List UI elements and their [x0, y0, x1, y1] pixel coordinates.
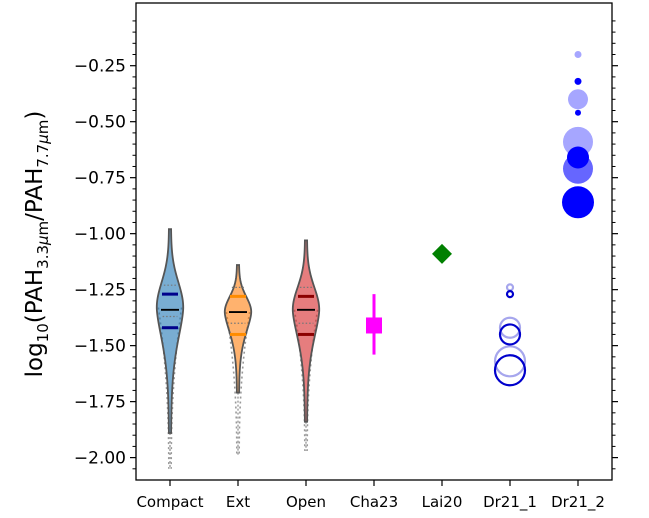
- ghost-tail-right: [170, 307, 183, 469]
- plot-frame: [135, 2, 613, 481]
- y-tick-label: −1.50: [74, 337, 126, 357]
- dr21-1-circle: [498, 323, 522, 346]
- x-tick-label: Lai20: [422, 493, 463, 511]
- dr21-2-circle: [574, 51, 582, 59]
- cha23-marker: [366, 317, 382, 334]
- dr21-2-circle: [575, 109, 581, 116]
- y-tick-label: −2.00: [74, 449, 126, 469]
- dr21-1-circle: [505, 290, 515, 299]
- dr21-1-circle: [493, 354, 527, 387]
- y-tick-label: −0.75: [74, 169, 126, 189]
- lai20-marker: [432, 243, 452, 264]
- y-tick-label: −1.00: [74, 225, 126, 245]
- dr21-2-circle: [563, 126, 593, 157]
- dr21-2-circle: [562, 186, 594, 219]
- violin-body: [223, 264, 253, 394]
- dr21-2-circle: [568, 89, 588, 110]
- dr21-2-circle: [574, 77, 582, 85]
- ghost-tail-left: [157, 307, 170, 469]
- x-axis: Compact Ext Open Cha23 Lai20 Dr21_1 Dr21_2: [136, 480, 605, 512]
- x-tick-label: Open: [286, 493, 326, 511]
- y-tick-label: −0.50: [74, 113, 126, 133]
- dr21-1-circle: [498, 316, 522, 339]
- y-tick-label: −1.25: [74, 281, 126, 301]
- violin-body: [155, 228, 185, 434]
- dr21-1-circle: [505, 283, 515, 292]
- ghost-tail-right: [306, 309, 319, 451]
- dr21-1-circle: [493, 345, 527, 378]
- x-tick-label: Dr21_2: [551, 493, 605, 512]
- y-tick-label: −1.75: [74, 393, 126, 413]
- y-axis-title: log10(PAH3.3μm/PAH7.7μm): [22, 111, 52, 378]
- dr21-2-circle: [563, 153, 593, 184]
- violin-body: [291, 239, 321, 423]
- x-tick-label: Compact: [136, 493, 203, 511]
- x-tick-label: Dr21_1: [483, 493, 537, 512]
- x-tick-label: Ext: [226, 493, 250, 511]
- y-axis: −0.25 −0.50 −0.75 −1.00 −1.25 −1.50 −1.75 −2.00: [74, 20, 618, 470]
- y-tick-label: −0.25: [74, 57, 126, 77]
- ghost-tail-left: [293, 309, 306, 451]
- plot-area: [155, 51, 594, 469]
- x-tick-label: Cha23: [350, 493, 398, 511]
